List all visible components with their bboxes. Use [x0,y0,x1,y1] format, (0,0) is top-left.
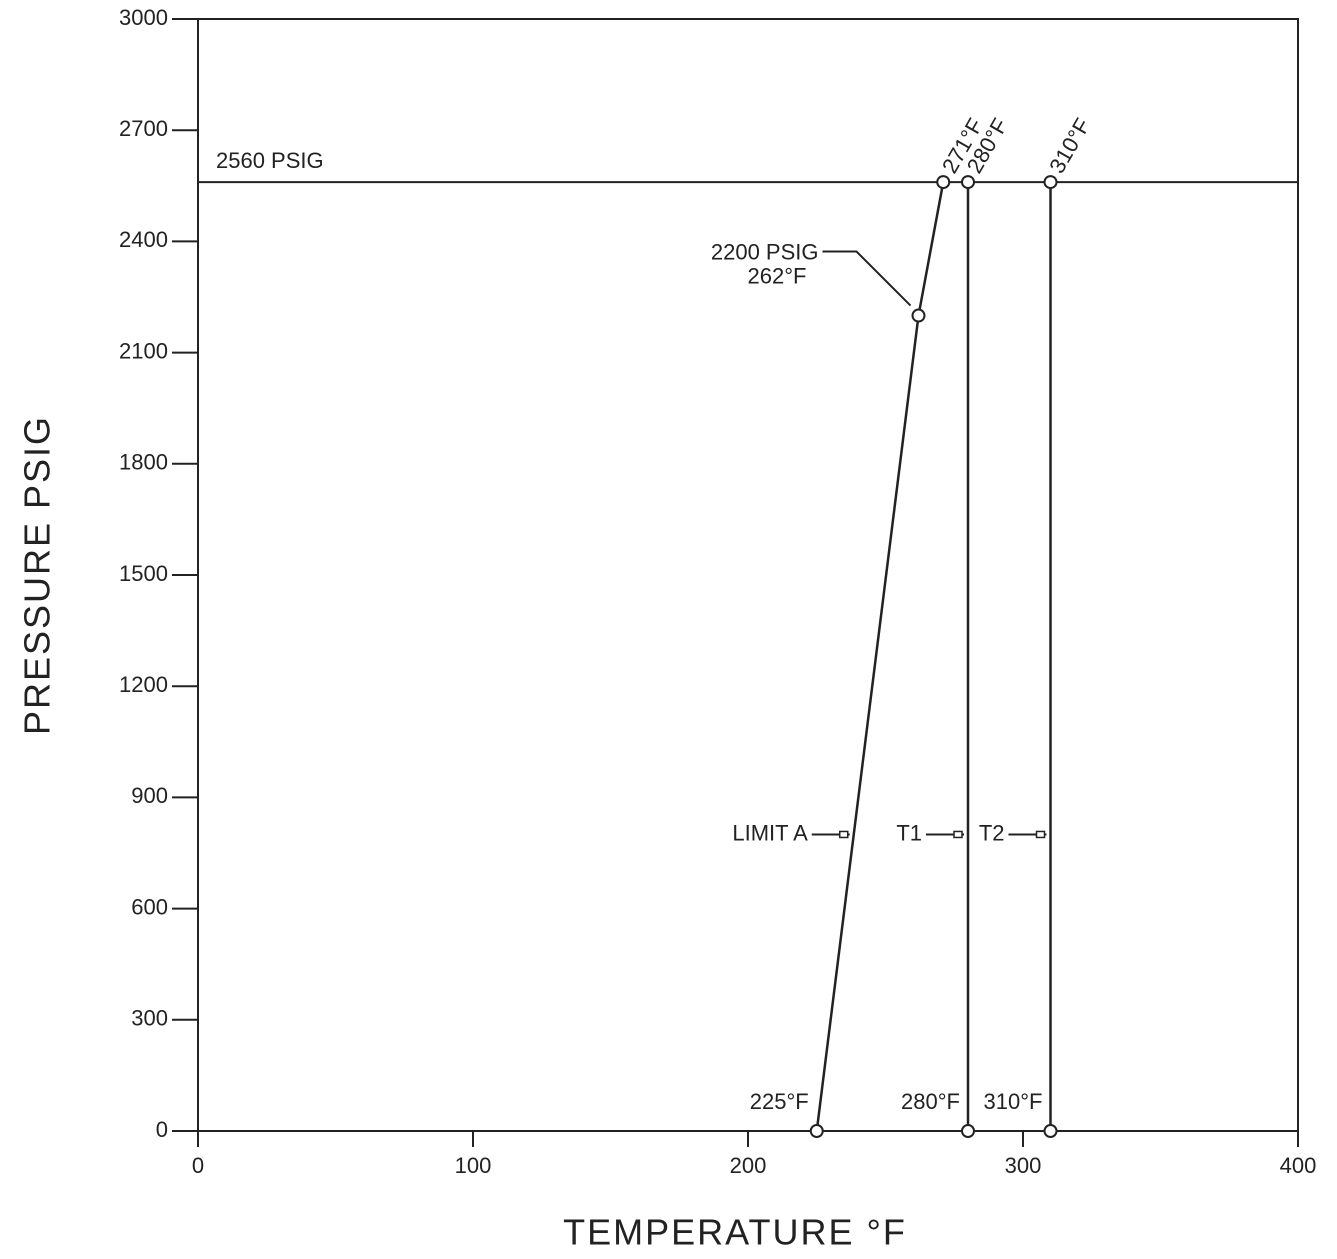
x-tick-label: 0 [192,1153,204,1178]
data-point [936,175,951,190]
y-tick-label: 300 [131,1006,168,1031]
data-point [1043,175,1058,190]
arrow-head [1035,830,1046,839]
x-tick-label: 300 [1005,1153,1042,1178]
series-name: LIMIT A [732,820,808,845]
x-tick-label: 400 [1280,1153,1317,1178]
annotation: 262°F [748,263,807,288]
y-tick-label: 1800 [119,450,168,475]
y-tick-label: 2700 [119,116,168,141]
y-axis-label: PRESSURE PSIG [17,415,58,735]
point-label: 310°F [984,1089,1043,1114]
data-point [1043,1124,1058,1138]
arrow-head [953,830,963,839]
y-tick-label: 3000 [119,5,168,30]
y-tick-label: 900 [131,783,168,808]
y-tick-label: 1500 [119,561,168,586]
series-name: T1 [896,820,922,845]
annotation: 2200 PSIG [711,239,819,264]
annotation-arrow [822,250,912,307]
data-point [961,175,975,190]
y-tick-label: 2400 [119,227,168,252]
data-point [911,308,926,323]
data-point [961,1124,975,1138]
x-tick-label: 100 [455,1153,492,1178]
point-label: 310°F [1044,114,1095,178]
point-label: 280°F [901,1089,960,1114]
data-point [809,1124,824,1138]
y-tick-label: 600 [131,894,168,919]
y-tick-label: 0 [156,1117,168,1142]
x-axis-label: TEMPERATURE °F [563,1212,907,1253]
y-tick-label: 2100 [119,338,168,363]
y-tick-label: 1200 [119,672,168,697]
arrow-head [839,830,849,839]
series-name: T2 [979,820,1005,845]
plot-frame [197,18,1299,1132]
series-line [815,181,945,1132]
x-tick-label: 200 [730,1153,767,1178]
point-label: 225°F [750,1089,809,1114]
reference-label: 2560 PSIG [216,148,324,173]
